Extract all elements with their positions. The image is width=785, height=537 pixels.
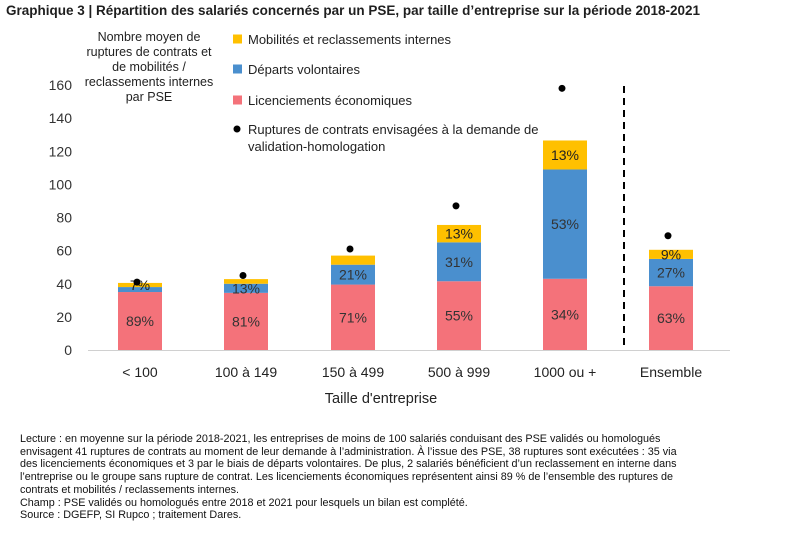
note-line: contrats et mobilités / reclassements in…: [20, 483, 240, 496]
bar-segment: [437, 242, 481, 282]
data-label: 89%: [126, 313, 154, 329]
legend-swatch: [233, 95, 242, 105]
bar-segment: [437, 224, 481, 243]
bar-segment: [543, 140, 587, 170]
legend-swatch: [233, 34, 242, 44]
bar-segment: [118, 282, 162, 288]
bar-segment: [543, 169, 587, 279]
x-tick-label: 150 à 499: [322, 364, 384, 380]
y-tick-label: 0: [64, 342, 72, 358]
bar-segment: [543, 278, 587, 350]
data-label: 27%: [657, 265, 685, 281]
bar-segment: [331, 264, 375, 285]
note-line: l’entreprise ou le groupe sans rupture d…: [20, 471, 673, 484]
legend-swatch: [233, 64, 242, 74]
y-tick-label: 20: [56, 309, 72, 325]
y-tick-label: 80: [56, 210, 72, 226]
y-tick-label: 40: [56, 276, 72, 292]
data-label: 53%: [551, 216, 579, 232]
data-label: 13%: [551, 147, 579, 163]
legend-dot-icon: [233, 125, 241, 133]
chart-notes: Lecture : en moyenne sur la période 2018…: [20, 433, 760, 522]
data-label: 31%: [445, 254, 473, 270]
bar-segment: [118, 292, 162, 350]
y-tick-label: 140: [49, 110, 73, 126]
data-label: 7%: [130, 277, 150, 293]
data-label: 9%: [661, 246, 681, 262]
bar-segment: [224, 292, 268, 350]
legend-label: validation-homologation: [248, 139, 385, 154]
x-tick-label: 500 à 999: [428, 364, 490, 380]
y-tick-label: 60: [56, 243, 72, 259]
data-label: 71%: [339, 309, 367, 325]
data-label: 34%: [551, 306, 579, 322]
bar-segment: [331, 284, 375, 350]
bar-segment: [224, 279, 268, 284]
note-line: Source : DGEFP, SI Rupco ; traitement Da…: [20, 509, 242, 522]
bar-segment: [437, 281, 481, 350]
data-label: 21%: [339, 267, 367, 283]
planned-ruptures-point: [558, 84, 566, 92]
x-axis-title: Taille d'entreprise: [325, 391, 437, 407]
legend-label: Mobilités et reclassements internes: [248, 32, 452, 47]
chart-title: Graphique 3 | Répartition des salariés c…: [6, 3, 701, 18]
y-tick-label: 120: [49, 143, 73, 159]
legend-label: Départs volontaires: [248, 62, 360, 77]
planned-ruptures-point: [664, 232, 672, 240]
planned-ruptures-point: [239, 271, 247, 279]
y-axis-label: Nombre moyen de ruptures de contrats et …: [84, 30, 214, 104]
x-tick-label: 100 à 149: [215, 364, 277, 380]
y-tick-label: 160: [49, 77, 73, 93]
data-label: 63%: [657, 310, 685, 326]
stacked-bar-chart: 0 20 40 60 80 100 120 140 160 89% 7% < 100 81% 13% 100…: [49, 32, 730, 407]
bar-segment: [649, 286, 693, 350]
data-label: 81%: [232, 313, 260, 329]
data-label: 13%: [445, 226, 473, 242]
legend-label: Licenciements économiques: [248, 93, 413, 108]
bar-segment: [224, 283, 268, 293]
x-tick-label: < 100: [122, 364, 158, 380]
legend-label: Ruptures de contrats envisagées à la dem…: [248, 122, 539, 137]
planned-ruptures-point: [452, 202, 460, 210]
data-label: 13%: [232, 280, 260, 296]
planned-ruptures-point: [346, 245, 354, 253]
note-line: envisagent 41 ruptures de contrats au mo…: [20, 445, 677, 458]
y-tick-label: 100: [49, 176, 73, 192]
note-line: Lecture : en moyenne sur la période 2018…: [20, 433, 661, 445]
note-line: des licenciements économiques et 3 par l…: [20, 458, 677, 471]
data-label: 55%: [445, 308, 473, 324]
bar-segment: [331, 255, 375, 265]
note-line: Champ : PSE validés ou homologués entre …: [20, 496, 468, 509]
bar-segment: [649, 249, 693, 259]
x-tick-label: 1000 ou +: [534, 364, 597, 380]
bar-segment: [649, 258, 693, 287]
bar-segment: [118, 287, 162, 293]
planned-ruptures-point: [133, 278, 141, 286]
x-tick-label: Ensemble: [640, 364, 702, 380]
